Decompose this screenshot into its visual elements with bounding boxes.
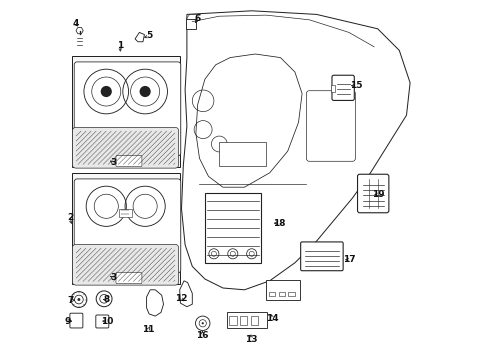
Bar — [204, 193, 260, 263]
Circle shape — [201, 322, 203, 324]
Bar — [250, 316, 258, 325]
Text: 12: 12 — [175, 294, 187, 303]
Text: 5: 5 — [146, 31, 152, 40]
FancyBboxPatch shape — [72, 244, 178, 285]
Text: 14: 14 — [266, 314, 278, 323]
Text: 11: 11 — [142, 325, 154, 334]
Bar — [240, 316, 247, 325]
Bar — [229, 316, 236, 325]
FancyBboxPatch shape — [306, 91, 355, 161]
FancyBboxPatch shape — [72, 127, 178, 168]
Text: 4: 4 — [72, 19, 79, 28]
Bar — [227, 312, 266, 328]
FancyBboxPatch shape — [70, 313, 82, 328]
Text: 2: 2 — [67, 213, 73, 222]
FancyBboxPatch shape — [300, 242, 343, 271]
Text: 1: 1 — [117, 40, 123, 49]
Text: 7: 7 — [68, 296, 74, 305]
Text: 13: 13 — [244, 335, 257, 343]
Text: 10: 10 — [101, 317, 113, 325]
Bar — [330, 85, 334, 92]
Bar — [72, 56, 179, 167]
Bar — [265, 280, 300, 300]
Circle shape — [139, 86, 150, 97]
Bar — [278, 292, 285, 296]
FancyBboxPatch shape — [331, 75, 354, 100]
Text: 6: 6 — [194, 14, 201, 23]
FancyBboxPatch shape — [116, 156, 142, 167]
Text: 15: 15 — [349, 81, 362, 90]
Text: 3: 3 — [110, 158, 116, 167]
Bar — [288, 292, 294, 296]
Text: 9: 9 — [65, 317, 71, 325]
FancyBboxPatch shape — [96, 315, 108, 328]
FancyBboxPatch shape — [74, 179, 181, 273]
Circle shape — [77, 298, 80, 301]
Text: 19: 19 — [372, 190, 385, 199]
Text: 16: 16 — [196, 331, 208, 340]
FancyBboxPatch shape — [357, 174, 388, 213]
Bar — [268, 292, 275, 296]
Text: 17: 17 — [342, 256, 354, 264]
Text: 3: 3 — [110, 274, 116, 282]
Bar — [119, 208, 132, 217]
Bar — [219, 142, 265, 166]
Bar — [186, 19, 196, 29]
Text: 18: 18 — [273, 219, 285, 228]
FancyBboxPatch shape — [116, 273, 142, 284]
Circle shape — [101, 86, 112, 97]
Bar — [72, 173, 179, 284]
Text: 8: 8 — [103, 295, 110, 304]
FancyBboxPatch shape — [74, 62, 181, 156]
